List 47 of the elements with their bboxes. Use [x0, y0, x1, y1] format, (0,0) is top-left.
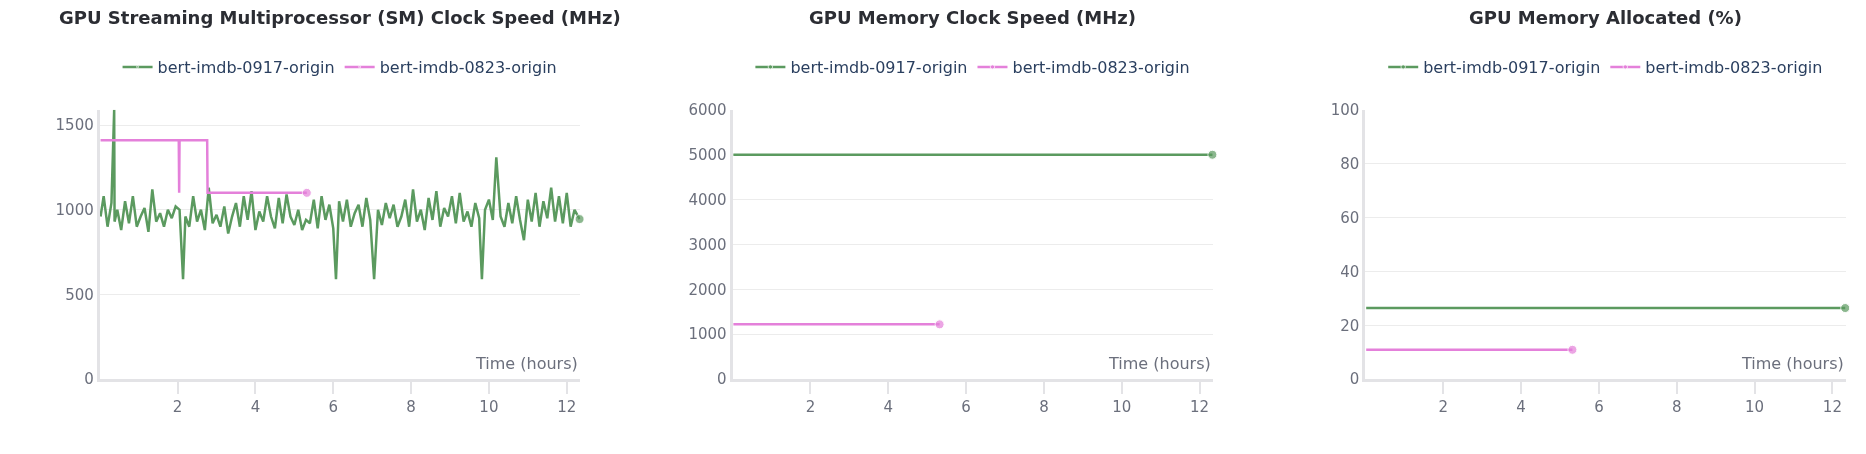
y-tick-label: 0 — [1349, 370, 1360, 389]
x-tick-label: 10 — [1112, 398, 1132, 417]
x-tick-label: 6 — [1594, 398, 1604, 417]
x-tick-label: 4 — [250, 398, 261, 417]
x-tick-label: 12 — [1822, 398, 1842, 417]
legend-label: bert-imdb-0823-origin — [1645, 58, 1823, 78]
x-tick-label: 12 — [1190, 398, 1210, 417]
x-tick-label: 8 — [406, 398, 416, 417]
y-tick-label: 1000 — [55, 201, 94, 220]
legend-label: bert-imdb-0823-origin — [379, 58, 557, 78]
y-tick-label: 500 — [65, 285, 94, 304]
x-axis-title: Time (hours) — [475, 354, 578, 373]
y-tick-label: 4000 — [688, 190, 727, 209]
y-tick-label: 6000 — [688, 101, 727, 120]
y-tick-label: 1000 — [688, 325, 727, 344]
chart-title: GPU Memory Allocated (%) — [1469, 7, 1742, 28]
y-tick-label: 0 — [84, 370, 94, 389]
y-tick-label: 0 — [717, 370, 727, 389]
x-tick-label: 2 — [172, 398, 183, 417]
legend-label: bert-imdb-0823-origin — [1012, 58, 1190, 78]
y-tick-label: 60 — [1340, 208, 1360, 227]
x-tick-label: 10 — [1745, 398, 1765, 417]
x-axis-title: Time (hours) — [1108, 354, 1211, 373]
x-tick-label: 8 — [1671, 398, 1682, 417]
legend-label: bert-imdb-0917-origin — [157, 58, 335, 78]
x-tick-label: 8 — [1039, 398, 1049, 417]
y-tick-label: 2000 — [688, 280, 727, 299]
y-tick-label: 3000 — [688, 235, 727, 254]
chart-title: GPU Memory Clock Speed (MHz) — [809, 7, 1136, 28]
x-tick-label: 2 — [1438, 398, 1449, 417]
chart-title: GPU Streaming Multiprocessor (SM) Clock Speed (MHz) — [59, 7, 621, 28]
x-tick-label: 4 — [883, 398, 894, 417]
y-tick-label: 40 — [1340, 262, 1360, 281]
y-tick-label: 100 — [1330, 101, 1360, 120]
legend-label: bert-imdb-0917-origin — [1423, 58, 1601, 78]
y-tick-label: 5000 — [688, 145, 727, 164]
y-tick-label: 20 — [1340, 316, 1360, 335]
y-tick-label: 1500 — [55, 116, 94, 135]
x-tick-label: 12 — [557, 398, 577, 417]
x-tick-label: 10 — [479, 398, 499, 417]
x-tick-label: 4 — [1516, 398, 1526, 417]
legend-label: bert-imdb-0917-origin — [790, 58, 968, 78]
x-tick-label: 6 — [961, 398, 971, 417]
x-tick-label: 2 — [805, 398, 816, 417]
y-tick-label: 80 — [1340, 154, 1360, 173]
x-axis-title: Time (hours) — [1741, 354, 1844, 373]
x-tick-label: 6 — [328, 398, 339, 417]
